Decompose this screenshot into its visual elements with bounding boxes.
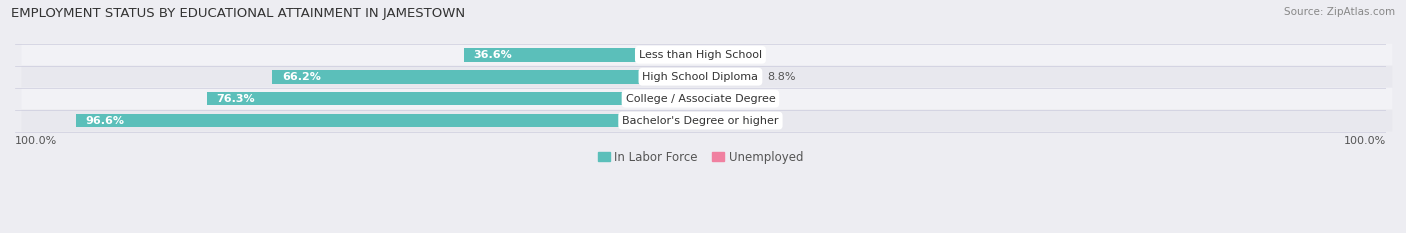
Text: Bachelor's Degree or higher: Bachelor's Degree or higher [623, 116, 779, 126]
Text: 76.3%: 76.3% [217, 94, 256, 104]
Text: Source: ZipAtlas.com: Source: ZipAtlas.com [1284, 7, 1395, 17]
Bar [700, 114, 723, 127]
Text: 0.0%: 0.0% [733, 50, 761, 60]
Text: 100.0%: 100.0% [1344, 137, 1386, 146]
Text: 66.2%: 66.2% [283, 72, 321, 82]
Bar [700, 92, 723, 106]
FancyBboxPatch shape [21, 44, 1392, 66]
Text: College / Associate Degree: College / Associate Degree [626, 94, 775, 104]
Text: Less than High School: Less than High School [638, 50, 762, 60]
Text: High School Diploma: High School Diploma [643, 72, 758, 82]
Text: 0.0%: 0.0% [733, 116, 761, 126]
Bar [700, 70, 758, 83]
Text: EMPLOYMENT STATUS BY EDUCATIONAL ATTAINMENT IN JAMESTOWN: EMPLOYMENT STATUS BY EDUCATIONAL ATTAINM… [11, 7, 465, 20]
Text: 8.8%: 8.8% [768, 72, 796, 82]
FancyBboxPatch shape [21, 88, 1392, 110]
Text: 100.0%: 100.0% [15, 137, 58, 146]
Legend: In Labor Force, Unemployed: In Labor Force, Unemployed [593, 146, 808, 169]
Text: 96.6%: 96.6% [86, 116, 125, 126]
Bar [76, 114, 700, 127]
FancyBboxPatch shape [21, 110, 1392, 132]
Bar [700, 48, 723, 62]
Text: 36.6%: 36.6% [474, 50, 512, 60]
Bar [207, 92, 700, 106]
Bar [464, 48, 700, 62]
FancyBboxPatch shape [21, 66, 1392, 88]
Bar [273, 70, 700, 83]
Text: 0.0%: 0.0% [733, 94, 761, 104]
